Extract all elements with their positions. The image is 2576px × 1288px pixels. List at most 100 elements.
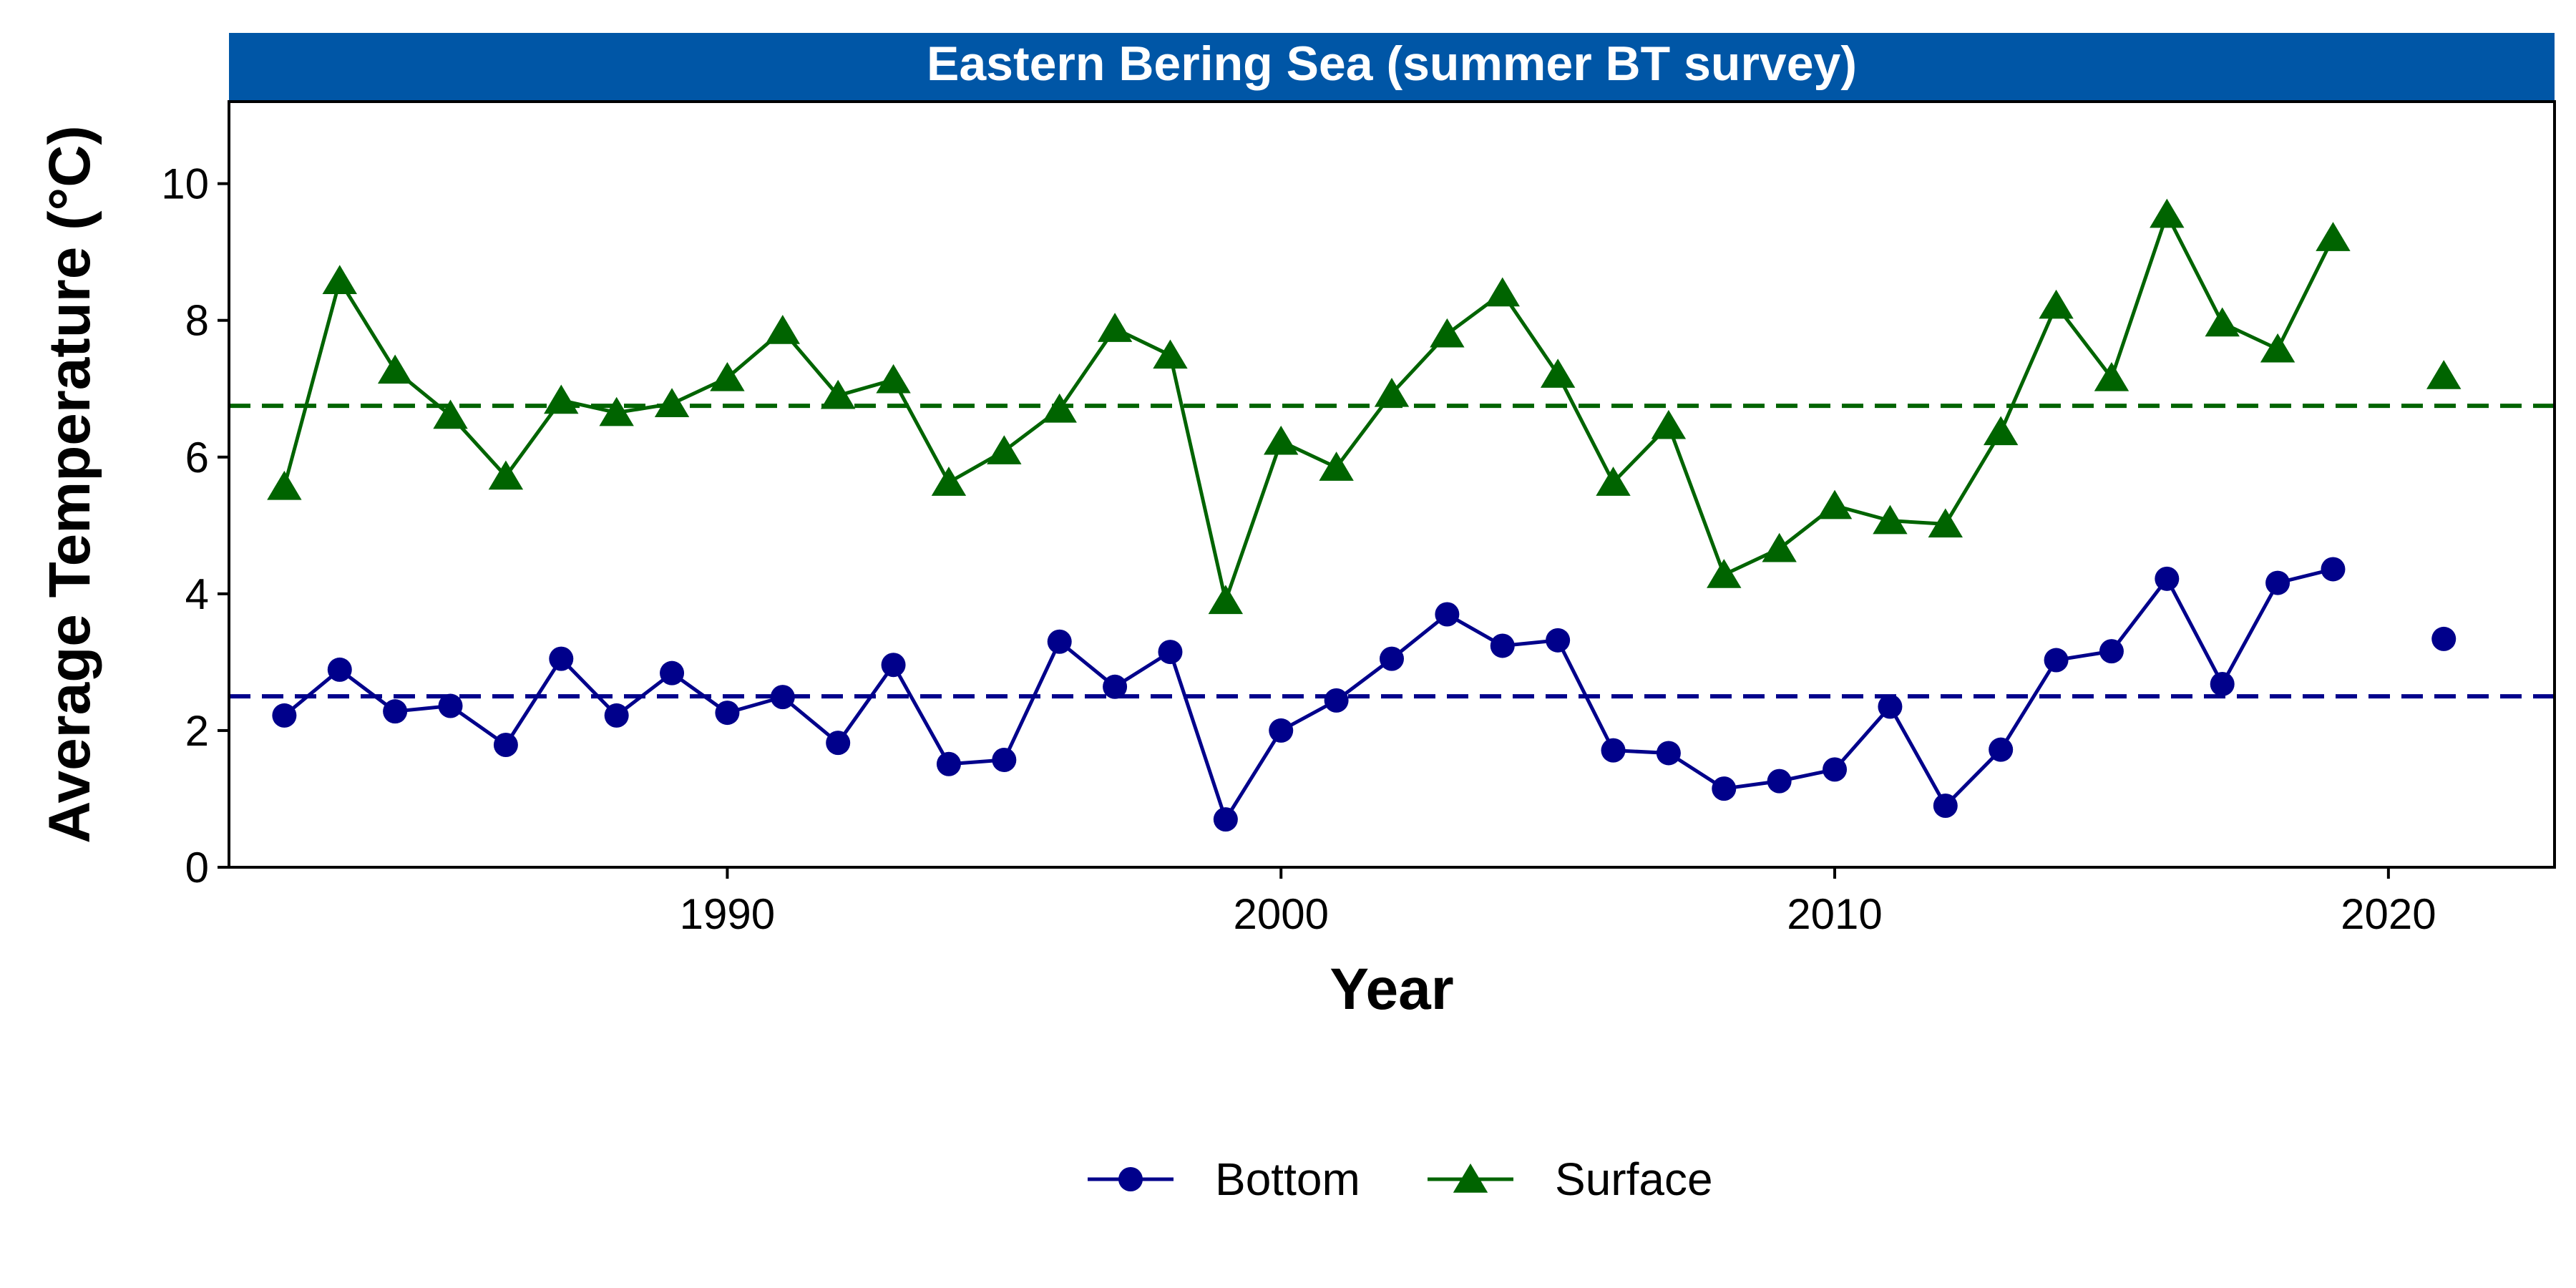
- plot-panel-border: [228, 100, 2556, 869]
- bottom-point: [1490, 633, 1515, 658]
- surface-point: [876, 364, 911, 394]
- bottom-point: [604, 703, 629, 728]
- x-tick-label: 2020: [2341, 890, 2436, 938]
- surface-point: [1097, 313, 1133, 342]
- surface-point: [2150, 198, 2185, 228]
- bottom-point: [1767, 769, 1792, 794]
- x-tick-label: 1990: [680, 890, 775, 938]
- surface-point: [433, 399, 468, 429]
- y-axis-title: Average Temperature (°C): [37, 125, 102, 843]
- y-tick-label: 6: [185, 434, 209, 482]
- bottom-point: [2099, 639, 2124, 664]
- bottom-point: [1103, 674, 1128, 699]
- bottom-point: [2321, 557, 2346, 582]
- series-layer: [267, 198, 2462, 832]
- y-tick-label: 8: [185, 297, 209, 345]
- bottom-point: [2155, 566, 2180, 591]
- surface-point: [1540, 358, 1576, 388]
- y-tick-label: 0: [185, 844, 209, 892]
- legend-bottom-label: Bottom: [1215, 1153, 1360, 1205]
- y-tick-label: 10: [161, 160, 209, 208]
- bottom-point: [1601, 738, 1626, 763]
- surface-point: [544, 384, 579, 414]
- x-tick-label: 2010: [1787, 890, 1882, 938]
- bottom-point: [1712, 776, 1737, 801]
- surface-point: [1042, 393, 1077, 423]
- surface-point: [599, 396, 634, 426]
- bottom-point: [1823, 757, 1848, 782]
- surface-point: [267, 470, 302, 500]
- x-axis-title: Year: [1330, 957, 1453, 1022]
- bottom-point: [2265, 570, 2290, 595]
- surface-point: [2205, 307, 2240, 337]
- surface-point: [1817, 489, 1853, 519]
- bottom-point: [1324, 688, 1349, 713]
- surface-point: [488, 460, 524, 490]
- surface-point: [2316, 222, 2351, 251]
- surface-point: [2039, 289, 2074, 319]
- bottom-point: [936, 751, 961, 776]
- bottom-point: [2431, 626, 2457, 651]
- surface-point: [322, 265, 357, 295]
- bottom-point: [1878, 694, 1903, 719]
- bottom-point: [327, 657, 352, 682]
- bottom-point: [1656, 741, 1681, 766]
- x-tick-label: 2000: [1233, 890, 1328, 938]
- bottom-point: [1546, 628, 1571, 653]
- surface-point: [1983, 416, 2019, 446]
- bottom-point: [1933, 794, 1958, 819]
- surface-point: [1208, 585, 1244, 615]
- surface-point: [1430, 318, 1465, 348]
- surface-point: [765, 315, 801, 344]
- surface-point: [377, 354, 413, 384]
- bottom-point: [549, 646, 574, 671]
- facet-strip: [229, 33, 2555, 102]
- surface-point: [2260, 333, 2296, 363]
- y-axis: 0 2 4 6 8 10: [161, 160, 229, 892]
- surface-point: [1374, 377, 1410, 407]
- surface-point: [987, 435, 1022, 464]
- legend-surface-marker: [1453, 1163, 1488, 1193]
- bottom-point: [383, 699, 408, 724]
- legend-bottom-marker: [1118, 1167, 1143, 1191]
- x-axis: 1990 2000 2010 2020: [680, 867, 2436, 938]
- bottom-point: [770, 685, 795, 710]
- surface-point: [1651, 409, 1687, 439]
- bottom-point: [1047, 629, 1072, 654]
- bottom-point: [826, 731, 851, 756]
- surface-point: [1485, 277, 1520, 307]
- legend: Bottom Surface: [1088, 1153, 1713, 1205]
- surface-point: [654, 388, 690, 417]
- surface-point: [1264, 425, 1299, 455]
- bottom-point: [992, 748, 1017, 773]
- surface-point: [1873, 504, 1908, 535]
- surface-point: [820, 379, 856, 409]
- surface-point: [2094, 361, 2129, 391]
- surface-point: [1928, 508, 1963, 538]
- bottom-point: [881, 653, 906, 678]
- bottom-point: [2044, 648, 2069, 673]
- bottom-point: [1213, 807, 1238, 832]
- bottom-point: [1435, 602, 1460, 627]
- surface-line: [282, 213, 2335, 602]
- bottom-point: [493, 732, 518, 757]
- bottom-point: [1989, 737, 2014, 762]
- bottom-point: [715, 701, 740, 726]
- bottom-point: [1158, 640, 1183, 665]
- legend-surface-label: Surface: [1555, 1153, 1713, 1205]
- y-tick-label: 4: [185, 570, 209, 618]
- y-tick-label: 2: [185, 707, 209, 755]
- surface-point: [1707, 559, 1742, 588]
- surface-point: [1153, 339, 1188, 369]
- surface-point: [931, 467, 967, 496]
- bottom-point: [660, 660, 685, 686]
- bottom-point: [1380, 646, 1404, 671]
- surface-point: [1596, 467, 1631, 496]
- facet-strip-title: Eastern Bering Sea (summer BT survey): [927, 36, 1857, 91]
- bottom-point: [2210, 671, 2235, 696]
- surface-point: [2426, 360, 2462, 389]
- surface-point: [1762, 532, 1797, 562]
- surface-point: [710, 361, 745, 391]
- surface-point: [1319, 452, 1354, 481]
